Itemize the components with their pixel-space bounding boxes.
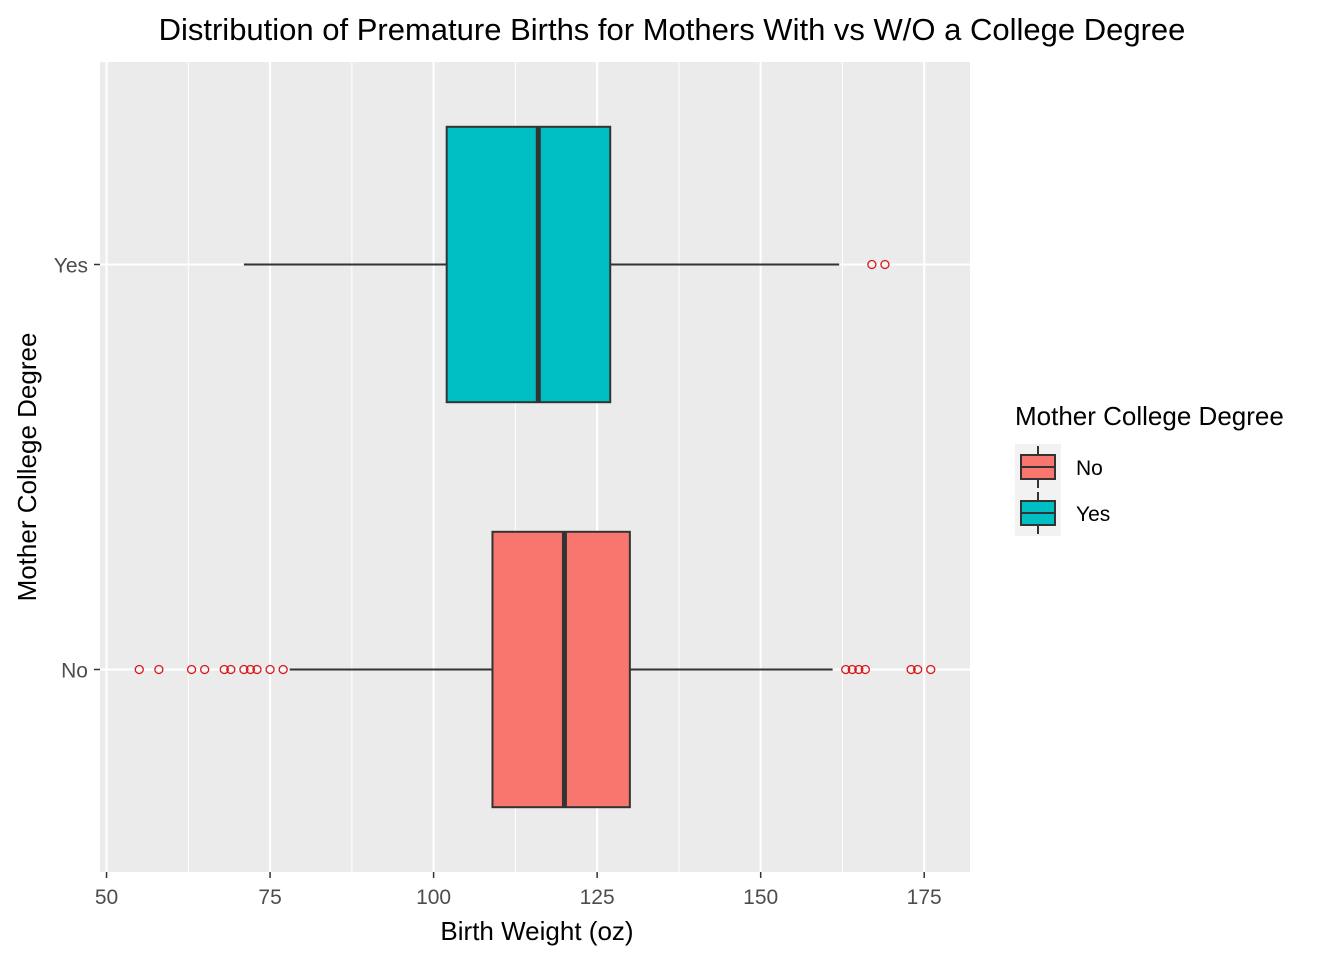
outlier-point	[186, 664, 197, 675]
x-tick-label: 175	[907, 886, 942, 909]
outlier-point	[847, 664, 857, 675]
box-iqr	[445, 125, 612, 404]
y-axis: No Yes	[54, 255, 100, 683]
outlier-point	[278, 664, 288, 675]
outlier-point	[219, 664, 229, 675]
box-no	[134, 530, 936, 809]
legend-label: No	[1076, 457, 1103, 480]
x-axis-title: Birth Weight (oz)	[440, 916, 633, 946]
x-axis: 50 75 100 125 150 175	[95, 872, 942, 909]
y-axis-title: Mother College Degree	[12, 333, 42, 602]
legend-item-no: No	[1015, 444, 1103, 490]
box-yes	[243, 125, 890, 404]
outlier-point	[245, 664, 256, 675]
outlier-point	[860, 664, 870, 675]
outlier-point	[926, 664, 936, 675]
legend-label: Yes	[1076, 503, 1110, 526]
outlier-point	[880, 259, 890, 270]
legend-title: Mother College Degree	[1015, 401, 1284, 431]
x-tick-label: 150	[743, 886, 778, 909]
outlier-point	[906, 664, 916, 675]
outlier-point	[226, 664, 236, 675]
box-iqr	[491, 530, 631, 809]
outlier-point	[200, 664, 210, 675]
box-layer	[134, 125, 936, 809]
outlier-point	[913, 664, 923, 675]
x-tick-label: 100	[416, 886, 451, 909]
outlier-point	[841, 664, 851, 675]
outlier-point	[867, 259, 877, 270]
legend: Mother College Degree No Yes	[1015, 401, 1284, 536]
x-tick-label: 50	[95, 886, 118, 909]
chart-title: Distribution of Premature Births for Mot…	[159, 12, 1186, 47]
y-tick-label: Yes	[54, 255, 88, 278]
outlier-point	[154, 664, 164, 675]
outlier-point	[265, 664, 275, 675]
outlier-point	[252, 664, 262, 675]
outlier-point	[854, 664, 864, 675]
outlier-point	[134, 664, 144, 675]
legend-item-yes: Yes	[1015, 490, 1110, 536]
outlier-point	[239, 664, 249, 675]
y-tick-label: No	[61, 660, 88, 683]
x-tick-label: 125	[580, 886, 615, 909]
x-tick-label: 75	[258, 886, 281, 909]
